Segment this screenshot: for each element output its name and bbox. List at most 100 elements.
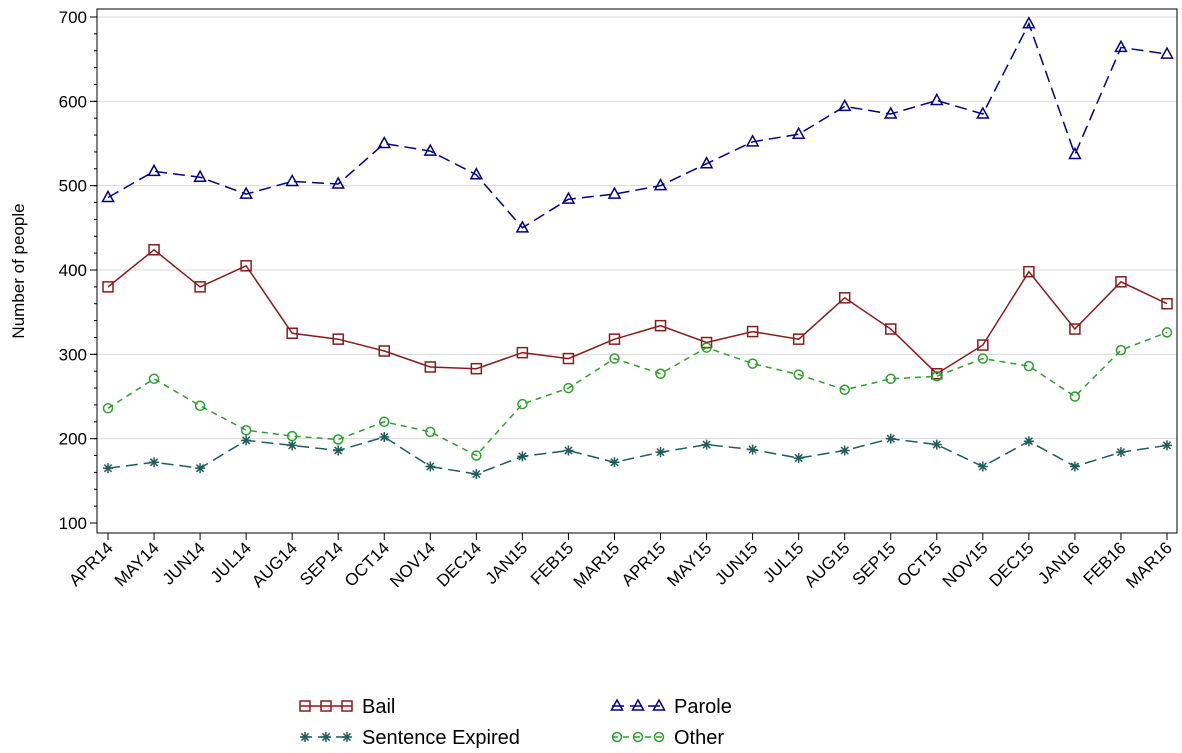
x-tick-label: DEC15 bbox=[986, 538, 1038, 590]
x-tick-label: JUN15 bbox=[711, 538, 761, 588]
y-tick-label: 500 bbox=[59, 177, 87, 196]
data-point bbox=[652, 698, 666, 711]
x-tick-label: JAN16 bbox=[1034, 538, 1084, 588]
series-parole bbox=[101, 16, 1174, 233]
data-point bbox=[517, 398, 528, 410]
data-point bbox=[1115, 344, 1127, 356]
data-point bbox=[299, 700, 311, 712]
x-tick-label: NOV14 bbox=[386, 538, 439, 591]
x-tick-label: JUN14 bbox=[159, 538, 209, 588]
data-point bbox=[379, 431, 390, 442]
series-line bbox=[107, 21, 1168, 229]
data-point bbox=[101, 189, 115, 203]
data-point bbox=[563, 382, 574, 394]
legend-label: Parole bbox=[674, 696, 732, 718]
data-point bbox=[1115, 276, 1127, 288]
data-point bbox=[931, 439, 942, 450]
x-tick-label: MAY15 bbox=[663, 538, 715, 590]
data-point bbox=[379, 416, 390, 428]
x-tick-label: NOV15 bbox=[939, 538, 992, 591]
data-point bbox=[837, 98, 852, 112]
x-tick-label: SEP15 bbox=[849, 538, 900, 589]
legend-item-other: Other bbox=[611, 727, 724, 749]
data-point bbox=[285, 173, 299, 187]
legend-item-bail: Bail bbox=[299, 696, 395, 718]
series-line bbox=[107, 436, 1168, 475]
data-point bbox=[423, 143, 438, 156]
y-axis-title: Number of people bbox=[9, 203, 28, 338]
data-point bbox=[931, 371, 943, 382]
data-point bbox=[885, 373, 896, 385]
data-point bbox=[149, 457, 160, 468]
data-point bbox=[240, 260, 252, 272]
data-point bbox=[609, 457, 620, 468]
data-point bbox=[745, 134, 760, 147]
data-point bbox=[194, 281, 206, 293]
data-point bbox=[332, 333, 344, 345]
y-tick-label: 600 bbox=[59, 92, 87, 111]
data-point bbox=[655, 447, 666, 458]
data-point bbox=[286, 327, 298, 339]
data-point bbox=[608, 333, 621, 345]
series-bail bbox=[102, 244, 1173, 380]
x-tick-label: JUL15 bbox=[759, 538, 807, 586]
data-point bbox=[885, 433, 896, 444]
x-tick-label: AUG15 bbox=[801, 538, 854, 591]
data-point bbox=[793, 453, 804, 464]
y-tick-label: 300 bbox=[59, 345, 87, 364]
data-point bbox=[610, 698, 624, 711]
data-point bbox=[321, 732, 331, 742]
data-point bbox=[1114, 39, 1128, 53]
data-point bbox=[194, 400, 206, 412]
data-point bbox=[241, 435, 252, 446]
data-point bbox=[977, 461, 988, 472]
data-point bbox=[195, 463, 206, 474]
data-point bbox=[1161, 297, 1173, 310]
x-tick-label: MAR15 bbox=[570, 538, 624, 592]
data-point bbox=[611, 731, 623, 743]
data-point bbox=[102, 281, 114, 293]
data-point bbox=[1115, 447, 1126, 458]
data-point bbox=[332, 434, 344, 445]
data-point bbox=[1023, 360, 1035, 372]
data-point bbox=[653, 178, 668, 191]
data-point bbox=[425, 426, 436, 438]
data-point bbox=[516, 346, 529, 359]
data-point bbox=[342, 732, 352, 742]
data-point bbox=[562, 352, 575, 365]
data-point bbox=[747, 358, 758, 369]
data-point bbox=[631, 698, 645, 711]
grid-lines bbox=[97, 16, 1177, 440]
legend-item-parole: Parole bbox=[610, 696, 732, 718]
series-group bbox=[101, 16, 1174, 480]
data-point bbox=[331, 176, 345, 189]
series-sentence-expired bbox=[103, 431, 1172, 480]
x-tick-label: APR14 bbox=[65, 538, 117, 590]
series-other bbox=[102, 327, 1173, 461]
data-point bbox=[471, 450, 482, 461]
data-point bbox=[977, 353, 989, 364]
data-point bbox=[1068, 146, 1082, 160]
x-tick-label: MAR16 bbox=[1122, 538, 1176, 592]
x-tick-label: JUL14 bbox=[207, 538, 255, 586]
data-point bbox=[102, 403, 114, 414]
y-axis: 100 200 300 400 500 600 700 bbox=[59, 8, 97, 533]
x-tick-label: OCT15 bbox=[893, 538, 945, 590]
data-point bbox=[239, 186, 253, 199]
data-point bbox=[287, 440, 298, 451]
data-point bbox=[286, 430, 298, 442]
data-point bbox=[515, 220, 530, 233]
x-tick-label: DEC14 bbox=[433, 538, 485, 590]
data-point bbox=[377, 135, 392, 149]
x-axis: APR14MAY14JUN14JUL14AUG14SEP14OCT14NOV14… bbox=[65, 533, 1176, 592]
data-point bbox=[747, 444, 758, 455]
data-point bbox=[378, 345, 391, 357]
data-point bbox=[517, 451, 528, 462]
data-point bbox=[1022, 16, 1036, 29]
data-point bbox=[609, 353, 620, 364]
x-tick-label: MAY14 bbox=[111, 538, 163, 590]
data-point bbox=[333, 445, 344, 456]
y-tick-label: 400 bbox=[59, 261, 87, 280]
data-point bbox=[1069, 461, 1080, 472]
